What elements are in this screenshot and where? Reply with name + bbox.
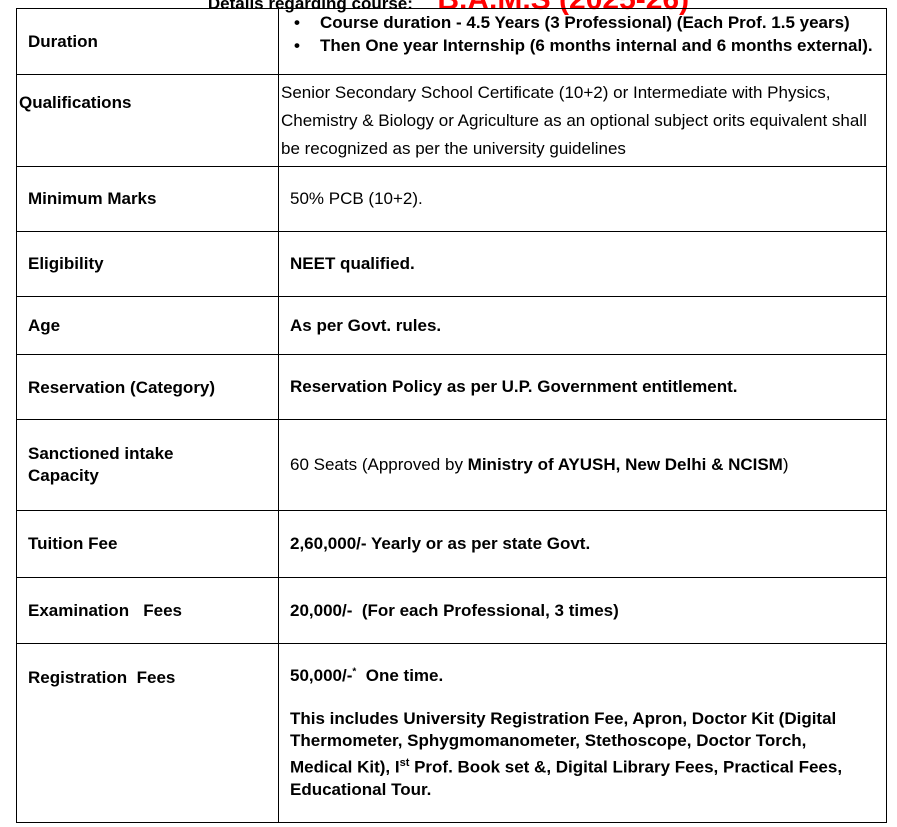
row-label: Tuition Fee xyxy=(16,510,279,578)
row-value: Senior Secondary School Certificate (10+… xyxy=(278,74,887,167)
table-row: Reservation (Category) Reservation Polic… xyxy=(16,354,887,420)
table-row: Duration Course duration - 4.5 Years (3 … xyxy=(16,8,887,75)
row-value: 20,000/- (For each Professional, 3 times… xyxy=(278,577,887,644)
row-label: Minimum Marks xyxy=(16,166,279,232)
table-row: Minimum Marks 50% PCB (10+2). xyxy=(16,166,887,232)
table-row: Tuition Fee 2,60,000/- Yearly or as per … xyxy=(16,510,887,578)
row-value: 2,60,000/- Yearly or as per state Govt. xyxy=(278,510,887,578)
table-row: Examination Fees 20,000/- (For each Prof… xyxy=(16,577,887,644)
course-details-table: Duration Course duration - 4.5 Years (3 … xyxy=(16,8,887,823)
row-label: Sanctioned intake Capacity xyxy=(16,419,279,511)
table-row: Age As per Govt. rules. xyxy=(16,296,887,355)
row-value: NEET qualified. xyxy=(278,231,887,297)
row-label: Eligibility xyxy=(16,231,279,297)
table-row: Qualifications Senior Secondary School C… xyxy=(16,74,887,167)
row-value: 60 Seats (Approved by Ministry of AYUSH,… xyxy=(278,419,887,511)
row-value: As per Govt. rules. xyxy=(278,296,887,355)
row-value: 50% PCB (10+2). xyxy=(278,166,887,232)
registration-details: This includes University Registration Fe… xyxy=(290,709,843,799)
registration-amount: 50,000/-* One time. xyxy=(290,666,444,685)
list-item: Then One year Internship (6 months inter… xyxy=(290,34,886,57)
duration-list: Course duration - 4.5 Years (3 Professio… xyxy=(290,11,886,57)
row-label: Examination Fees xyxy=(16,577,279,644)
table-row: Sanctioned intake Capacity 60 Seats (App… xyxy=(16,419,887,511)
row-label: Qualifications xyxy=(16,74,279,167)
list-item: Course duration - 4.5 Years (3 Professio… xyxy=(290,11,886,34)
table-row: Registration Fees 50,000/-* One time. Th… xyxy=(16,643,887,823)
row-label: Age xyxy=(16,296,279,355)
row-value: Reservation Policy as per U.P. Governmen… xyxy=(278,354,887,420)
row-label: Reservation (Category) xyxy=(16,354,279,420)
row-label: Duration xyxy=(16,8,279,75)
row-label: Registration Fees xyxy=(16,643,279,823)
table-row: Eligibility NEET qualified. xyxy=(16,231,887,297)
